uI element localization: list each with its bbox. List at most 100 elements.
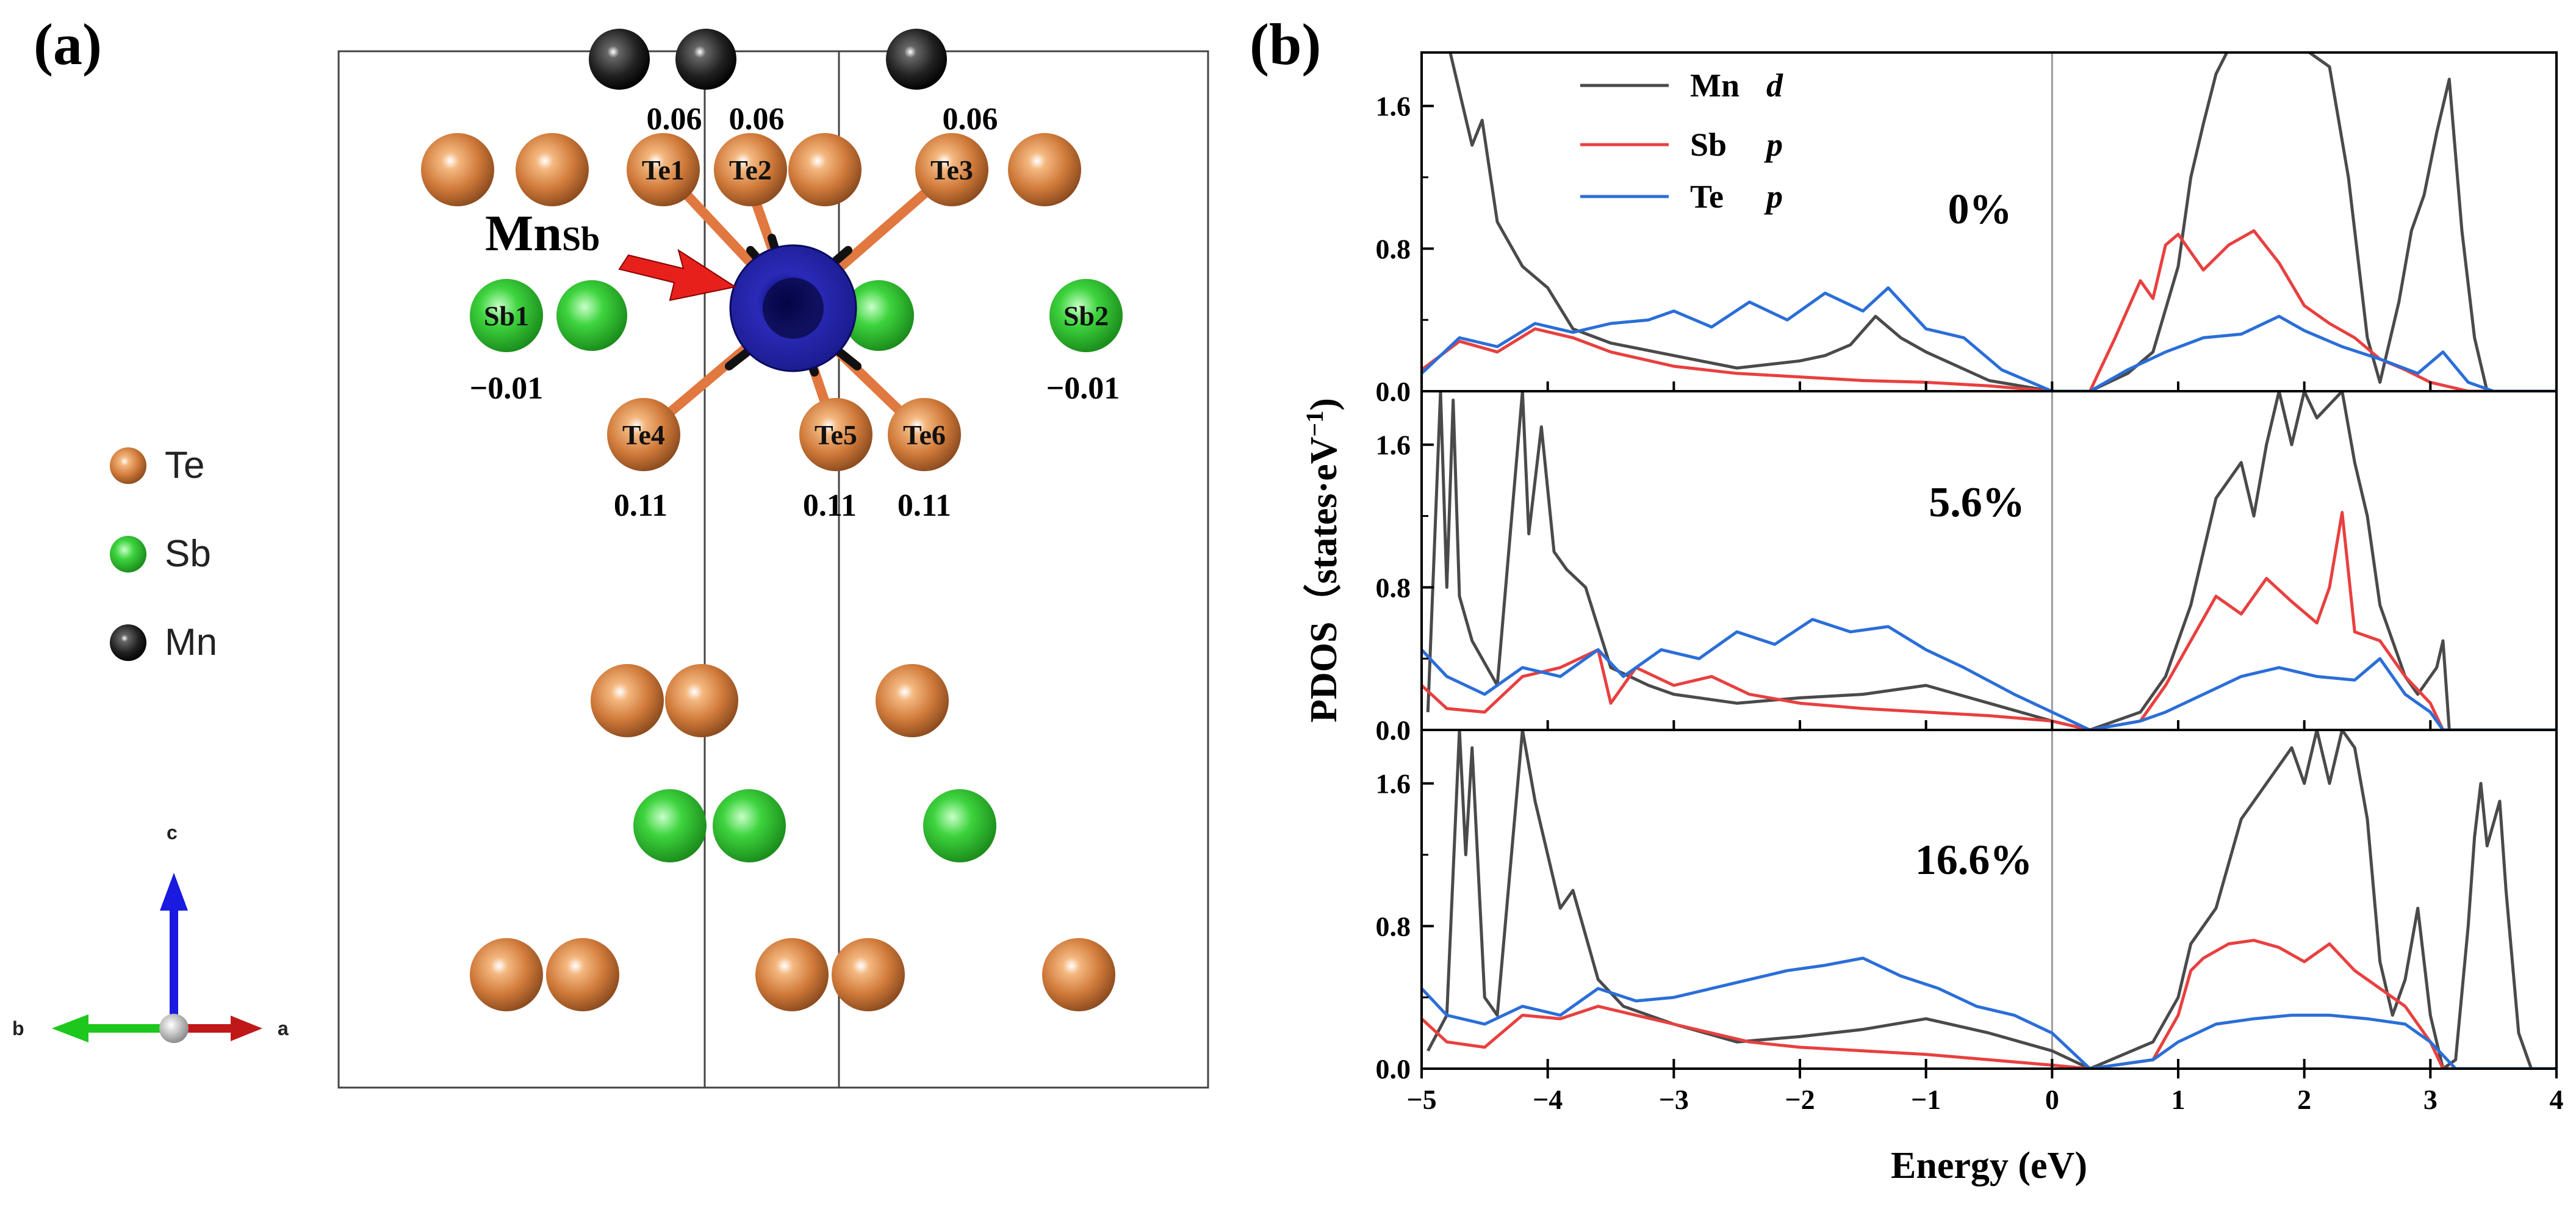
axis-a-label: a [278, 1017, 289, 1039]
unit-cell-box [337, 50, 1209, 1089]
legend-te-element: Te [1690, 178, 1724, 215]
series-te-p-line [1422, 286, 2556, 391]
sb-atom [713, 789, 786, 862]
te-atom [546, 938, 619, 1011]
y-tick-label: 1.6 [1376, 768, 1411, 800]
mn-charge-1: 0.06 [647, 102, 702, 137]
series-mn-d-line [1448, 52, 2556, 391]
te-atom [876, 664, 949, 737]
legend-te-swatch [110, 447, 146, 484]
x-tick-label: −1 [1911, 1084, 1941, 1115]
axis-c-label: c [167, 821, 178, 843]
te-atom [1008, 133, 1081, 206]
te5-label: Te5 [815, 419, 857, 450]
sb-atom [923, 789, 996, 862]
te4-atom [607, 398, 680, 471]
legend-sb-label: Sb [165, 533, 211, 575]
mn-atom [589, 29, 650, 90]
series-te-p-line [1422, 956, 2556, 1069]
te3-atom [915, 133, 988, 206]
x-tick-label: −4 [1533, 1084, 1563, 1115]
series-group [1422, 391, 2556, 730]
series-legend: Mn d Sb p Te p [1580, 67, 1783, 215]
x-tick-label: 3 [2423, 1084, 2437, 1115]
te6-atom [888, 398, 961, 471]
te1-atom [627, 133, 700, 206]
te-atom [755, 938, 829, 1011]
te-atom [421, 133, 494, 206]
mn-atom [886, 29, 947, 90]
y-tick-label: 0.0 [1376, 715, 1411, 746]
panel-b-label: (b) [1250, 12, 1321, 77]
series-mn-d-line [1426, 391, 2556, 730]
x-tick-label: −2 [1785, 1084, 1815, 1115]
sb1-label: Sb1 [484, 300, 529, 331]
mn-charge-2: 0.06 [729, 102, 785, 137]
x-axis-title: Energy (eV) [1891, 1145, 2087, 1186]
y-tick-label: 1.6 [1376, 430, 1411, 461]
mnsb-arrow [618, 248, 737, 302]
y-axis-title: PDOS（states·eV−1) [1301, 398, 1345, 723]
pdos-subplot-2: 0.0 0.8 1.6 5.6% [1376, 390, 2558, 746]
legend-te-orbital: p [1764, 178, 1783, 215]
sb-atom [556, 280, 627, 351]
te-atom [788, 133, 862, 206]
series-mn-d-line [1427, 730, 2556, 1069]
element-legend: Te Sb Mn [110, 444, 217, 663]
series-group [1422, 52, 2556, 391]
legend-mn-orbital: d [1766, 67, 1783, 104]
y-tick-label: 0.8 [1376, 572, 1411, 603]
x-tick-label: 1 [2171, 1084, 2186, 1115]
x-tick-label: 4 [2550, 1084, 2564, 1115]
te4-label: Te4 [622, 419, 665, 450]
te4-charge: 0.11 [614, 488, 667, 523]
te-atom [1042, 938, 1115, 1011]
subplot-frame [1420, 390, 2558, 731]
te6-charge: 0.11 [898, 488, 951, 523]
legend-sb-swatch [110, 536, 146, 572]
sb-atom [843, 280, 914, 351]
sb-atom [633, 789, 707, 862]
series-sb-p-line [1422, 511, 2556, 730]
legend-mn-label: Mn [165, 621, 217, 663]
panel-a: (a) Te Sb Mn 0.06 0.06 0.06 [12, 12, 1209, 1089]
strain-label: 0% [1948, 186, 2012, 233]
pdos-subplot-1: 0.0 0.8 1.6 0% [1376, 51, 2558, 407]
panel-a-label: (a) [34, 12, 102, 77]
legend-te-label: Te [165, 444, 204, 486]
pdos-subplot-3: 0.0 0.8 1.6 16.6% [1376, 729, 2558, 1085]
te1-label: Te1 [642, 154, 685, 186]
te5-atom [799, 398, 872, 471]
strain-label: 5.6% [1929, 479, 2025, 526]
panel-b-pdos-chart: (b) PDOS（states·eV−1) Energy (eV) 0.0 0.8… [1250, 12, 2564, 1186]
series-group [1422, 730, 2556, 1069]
y-tick-label: 1.6 [1376, 91, 1411, 122]
te5-charge: 0.11 [803, 488, 857, 523]
sb2-atom [1049, 279, 1123, 352]
axis-b-label: b [12, 1017, 24, 1039]
te2-label: Te2 [729, 154, 772, 186]
legend-mn-element: Mn [1690, 67, 1740, 104]
legend-sb-orbital: p [1764, 126, 1783, 163]
sb1-charge: −0.01 [470, 371, 544, 406]
x-tick-label: −5 [1406, 1084, 1436, 1115]
sb2-label: Sb2 [1063, 300, 1109, 331]
mnsb-core [763, 278, 824, 339]
te-atom [665, 664, 738, 737]
y-tick-label: 0.8 [1376, 233, 1411, 264]
series-te-p-line [1422, 618, 2556, 730]
x-tick-label: 2 [2297, 1084, 2311, 1115]
te2-atom [714, 133, 787, 206]
mn-atom [675, 29, 736, 90]
series-sb-p-line [1422, 939, 2556, 1069]
x-tick-label: −3 [1659, 1084, 1689, 1115]
te-atom [470, 938, 543, 1011]
y-tick-label: 0.0 [1376, 376, 1411, 407]
te-atom [516, 133, 589, 206]
series-sb-p-line [1422, 229, 2556, 391]
te3-label: Te3 [930, 154, 973, 186]
x-axis: −5 −4 −3 −2 −1 0 1 2 3 4 [1406, 1069, 2564, 1115]
sb2-charge: −0.01 [1046, 371, 1120, 406]
y-tick-label: 0.0 [1376, 1053, 1411, 1085]
